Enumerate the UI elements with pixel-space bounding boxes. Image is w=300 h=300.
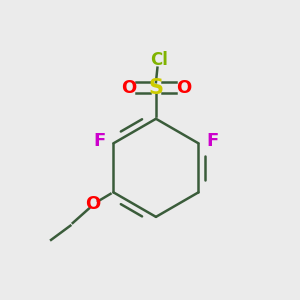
Text: O: O [85,195,100,213]
Text: O: O [176,79,191,97]
Text: Cl: Cl [150,51,168,69]
Text: F: F [207,132,219,150]
Text: S: S [148,78,164,98]
Text: F: F [93,132,105,150]
Text: O: O [121,79,136,97]
